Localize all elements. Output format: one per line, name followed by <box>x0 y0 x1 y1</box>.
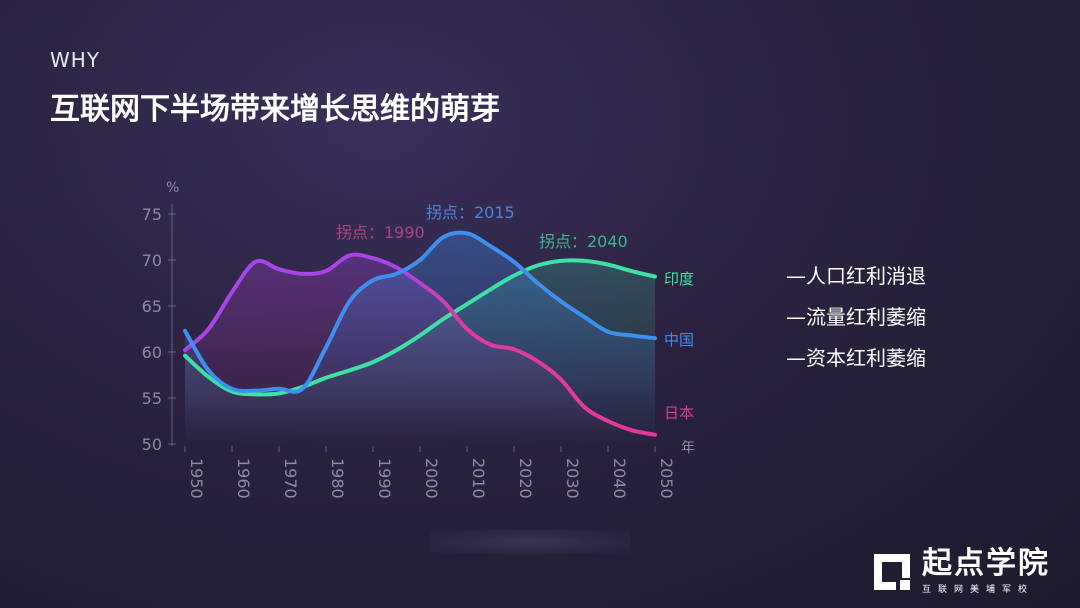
y-tick-label: 50 <box>142 435 162 454</box>
x-tick-label: 2050 <box>657 458 676 499</box>
series-line-中国 <box>183 230 657 394</box>
x-tick-label: 1970 <box>281 458 300 499</box>
x-tick-label: 1990 <box>375 458 394 499</box>
y-tick-label: 75 <box>142 205 162 224</box>
turning-point-annotation: 拐点：2015 <box>426 203 515 222</box>
bullet-item: —流量红利萎缩 <box>786 305 926 329</box>
y-tick-label: 70 <box>142 251 162 270</box>
x-tick-label: 2000 <box>422 458 441 499</box>
logo-sub-text: 互联网美埔军校 <box>922 585 1035 595</box>
y-tick-label: 65 <box>142 297 162 316</box>
series-line-印度 <box>183 258 657 397</box>
logo-main-text: 起点学院 <box>922 546 1050 581</box>
x-tick-label: 2020 <box>516 458 535 499</box>
bullet-item: —资本红利萎缩 <box>786 346 926 370</box>
x-tick-label: 1960 <box>234 458 253 499</box>
turning-point-annotation: 拐点：1990 <box>336 223 425 242</box>
bottom-glow <box>430 530 630 554</box>
y-tick-label: 60 <box>142 343 162 362</box>
bullet-list: —人口红利消退 —流量红利萎缩 —资本红利萎缩 <box>786 264 926 387</box>
turning-point-annotation: 拐点：2040 <box>539 232 628 251</box>
brand-logo: 起点学院 互联网美埔军校 <box>872 548 1050 595</box>
x-tick-label: 2040 <box>610 458 629 499</box>
x-tick-label: 2010 <box>469 458 488 499</box>
x-tick-label: 2030 <box>563 458 582 499</box>
x-tick-label: 1950 <box>187 458 206 499</box>
logo-mark-icon <box>874 553 910 590</box>
x-tick-label: 1980 <box>328 458 347 499</box>
bullet-item: —人口红利消退 <box>786 264 926 288</box>
section-eyebrow: WHY <box>50 48 101 72</box>
y-tick-label: 55 <box>142 389 162 408</box>
series-line-日本 <box>183 252 657 437</box>
series-label: 日本 <box>664 404 694 422</box>
y-unit-label: % <box>166 180 179 196</box>
series-label: 中国 <box>664 331 694 349</box>
x-unit-label: 年 <box>681 440 695 456</box>
series-label: 印度 <box>664 270 694 288</box>
slide-title: 互联网下半场带来增长思维的萌芽 <box>50 92 500 127</box>
